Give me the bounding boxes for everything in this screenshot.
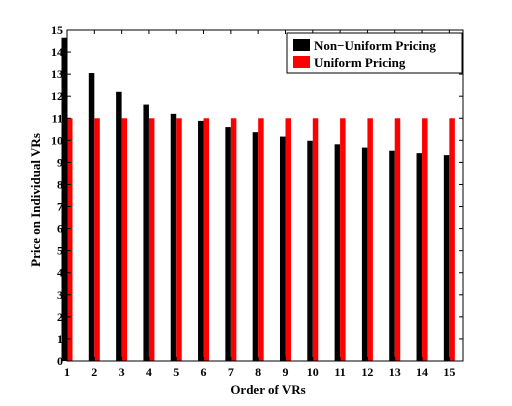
bar-non-uniform-13 [389, 150, 395, 361]
x-tick-label-15: 15 [443, 365, 455, 379]
legend-swatch-non-uniform [293, 39, 310, 51]
bar-uniform-15 [449, 118, 455, 362]
bar-uniform-13 [394, 118, 401, 362]
y-tick-label-2: 2 [57, 310, 63, 324]
y-tick-label-14: 14 [51, 45, 63, 59]
x-tick-label-10: 10 [307, 365, 319, 379]
bar-non-uniform-4 [143, 104, 149, 362]
bar-uniform-4 [148, 118, 155, 362]
bar-uniform-7 [230, 118, 237, 362]
bar-non-uniform-15 [443, 155, 450, 361]
bar-non-uniform-8 [252, 132, 259, 361]
x-tick-label-3: 3 [119, 365, 125, 379]
bar-uniform-14 [422, 118, 428, 362]
axes-layer [66, 29, 464, 362]
y-tick-label-11: 11 [52, 111, 63, 125]
bar-uniform-5 [176, 118, 182, 362]
x-tick-label-11: 11 [334, 365, 345, 379]
bar-non-uniform-9 [279, 136, 286, 361]
y-tick-label-1: 1 [57, 332, 63, 346]
legend-swatch-uniform [293, 56, 310, 68]
bar-uniform-11 [340, 118, 346, 362]
y-tick-label-12: 12 [51, 89, 63, 103]
x-tick-label-1: 1 [64, 365, 70, 379]
bar-non-uniform-10 [307, 140, 313, 361]
bar-non-uniform-5 [170, 113, 177, 361]
y-tick-label-13: 13 [51, 67, 63, 81]
x-tick-label-7: 7 [228, 365, 234, 379]
bars-layer [61, 37, 455, 362]
legend-label-uniform: Uniform Pricing [314, 55, 406, 70]
y-tick-label-0: 0 [57, 354, 63, 368]
y-tick-label-6: 6 [57, 222, 63, 236]
x-tick-label-14: 14 [416, 365, 428, 379]
y-tick-label-3: 3 [57, 288, 63, 302]
x-tick-label-9: 9 [282, 365, 288, 379]
x-tick-label-6: 6 [201, 365, 207, 379]
bar-uniform-10 [312, 118, 319, 362]
bar-uniform-6 [203, 118, 210, 362]
legend-label-non-uniform: Non−Uniform Pricing [314, 38, 436, 53]
plot-frame [66, 29, 464, 362]
legend-box [286, 32, 463, 74]
bar-non-uniform-1 [61, 37, 67, 362]
bar-non-uniform-12 [361, 147, 368, 361]
bar-non-uniform-14 [416, 153, 423, 361]
x-tick-label-5: 5 [173, 365, 179, 379]
y-axis-label: Price on Individual VRs [28, 133, 43, 267]
bar-uniform-12 [367, 118, 373, 362]
y-tick-label-15: 15 [51, 23, 63, 37]
bar-non-uniform-3 [116, 91, 122, 361]
y-tick-label-9: 9 [57, 155, 63, 169]
legend: Non−Uniform Pricing Uniform Pricing [286, 32, 463, 74]
bar-non-uniform-2 [88, 73, 95, 361]
bar-non-uniform-6 [198, 120, 204, 361]
bar-uniform-2 [94, 118, 100, 362]
y-tick-label-5: 5 [57, 244, 63, 258]
y-tick-label-8: 8 [57, 177, 63, 191]
x-tick-label-13: 13 [389, 365, 401, 379]
y-tick-label-7: 7 [57, 200, 63, 214]
x-tick-label-12: 12 [361, 365, 373, 379]
bar-non-uniform-11 [334, 144, 341, 361]
bar-uniform-3 [121, 118, 128, 362]
x-tick-label-4: 4 [146, 365, 152, 379]
y-tick-label-10: 10 [51, 133, 63, 147]
bar-uniform-8 [258, 118, 264, 362]
x-tick-label-8: 8 [255, 365, 261, 379]
x-axis-label: Order of VRs [230, 382, 305, 397]
bar-non-uniform-7 [225, 127, 231, 362]
bar-uniform-9 [285, 118, 291, 362]
x-tick-label-2: 2 [91, 365, 97, 379]
y-tick-label-4: 4 [57, 266, 63, 280]
bar-uniform-1 [67, 118, 73, 362]
